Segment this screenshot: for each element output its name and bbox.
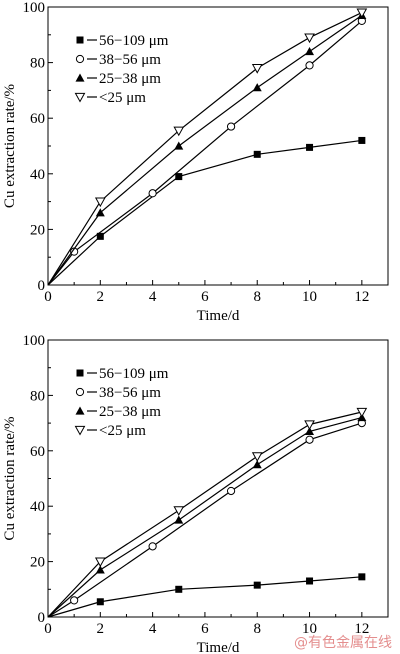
- series-1-point: [306, 143, 314, 151]
- legend-label-3: 25−38 μm: [99, 404, 161, 420]
- legend-label-4: <25 μm: [99, 423, 146, 439]
- series-line-1: [47, 576, 362, 618]
- y-axis-label: Cu extraction rate/%: [2, 84, 18, 208]
- legend-marker-4: [74, 92, 86, 103]
- series-1-point: [358, 573, 366, 581]
- y-tick-label: 20: [30, 222, 45, 238]
- legend-marker-3: [75, 73, 85, 82]
- x-tick-label: 0: [44, 289, 52, 305]
- y-tick-label: 20: [30, 555, 45, 571]
- y-tick-label: 60: [30, 111, 45, 127]
- x-tick-label: 12: [354, 289, 369, 305]
- series-1-point: [96, 598, 104, 606]
- x-tick-label: 4: [149, 289, 157, 305]
- legend-marker-1: [76, 36, 84, 44]
- x-tick-label: 8: [253, 289, 261, 305]
- legend-label-2: 38−56 μm: [99, 52, 161, 68]
- x-tick-label: 6: [201, 289, 209, 305]
- y-tick-label: 40: [30, 499, 45, 515]
- legend-marker-2: [75, 387, 85, 397]
- x-tick-label: 4: [149, 621, 157, 637]
- watermark: @有色金属在线: [294, 635, 392, 651]
- series-1-point: [175, 173, 183, 181]
- series-2-point: [226, 122, 236, 131]
- series-3-point: [252, 460, 262, 469]
- x-tick-label: 8: [253, 621, 261, 637]
- y-tick-label: 100: [23, 333, 46, 349]
- series-line-3: [47, 14, 363, 286]
- chart-panel-2: 0 2 4 6 8 10 12 20 40 60 80 100 0 Time/d Cu extraction…: [2, 333, 389, 654]
- legend-label-1: 56−109 μm: [99, 33, 169, 49]
- series-2-point: [148, 189, 157, 198]
- legend-label-2: 38−56 μm: [99, 385, 161, 401]
- legend-marker-4: [74, 425, 86, 436]
- series-1-point: [253, 581, 261, 589]
- series-4-point: [94, 197, 106, 208]
- series-3-point: [95, 208, 105, 217]
- series-line-2: [47, 20, 363, 286]
- series-4-point: [173, 126, 185, 137]
- series-1-point: [96, 232, 104, 240]
- chart-panel-1: 0 2 4 6 8 10 12 20 40 60 80 100 0 Time/d Cu extraction…: [2, 0, 389, 324]
- legend-label-4: <25 μm: [99, 90, 146, 106]
- series-line-4: [47, 12, 363, 286]
- y-tick-label: 60: [30, 444, 45, 460]
- legend-marker-3: [75, 406, 85, 415]
- series-4-point: [304, 420, 315, 431]
- y-tick-label: 40: [30, 167, 45, 183]
- x-tick-label: 10: [302, 289, 317, 305]
- y-tick-label: 100: [23, 0, 46, 16]
- x-tick-label: 12: [354, 621, 369, 637]
- series-line-2: [47, 422, 363, 618]
- x-tick-label: 0: [44, 621, 52, 637]
- series-2-point: [226, 486, 236, 496]
- y-tick-label: 80: [30, 388, 45, 404]
- series-4-point: [251, 452, 263, 462]
- series-2-point: [148, 542, 157, 551]
- series-3-point: [305, 426, 315, 436]
- series-4-point: [251, 64, 263, 74]
- series-line-3: [47, 416, 362, 618]
- series-4-point: [173, 506, 185, 516]
- y-axis-label: Cu extraction rate/%: [2, 416, 18, 540]
- series-1-point: [175, 585, 183, 593]
- series-1-point: [253, 150, 261, 158]
- x-tick-label: 2: [97, 621, 105, 637]
- legend-label-1: 56−109 μm: [99, 366, 169, 382]
- x-axis-label: Time/d: [197, 640, 240, 654]
- series-3-point: [305, 46, 315, 56]
- x-tick-label: 6: [201, 621, 209, 637]
- x-tick-label: 10: [302, 621, 317, 637]
- series-2-point: [305, 435, 314, 444]
- series-3-point: [174, 515, 184, 524]
- series-4-point: [304, 33, 315, 44]
- y-tick-label: 0: [38, 278, 46, 294]
- legend-marker-2: [75, 54, 85, 64]
- series-1-point: [306, 577, 314, 585]
- series-2-point: [70, 596, 79, 605]
- series-4-point: [356, 407, 368, 418]
- y-tick-label: 0: [38, 610, 46, 626]
- series-2-point: [305, 61, 314, 70]
- series-line-4: [47, 411, 362, 618]
- series-line-1: [47, 139, 362, 286]
- series-1-point: [358, 136, 366, 144]
- series-4-point: [94, 557, 106, 568]
- series-4-point: [356, 8, 368, 19]
- legend-marker-1: [76, 369, 84, 377]
- x-axis-label: Time/d: [197, 308, 240, 324]
- x-tick-label: 2: [97, 289, 105, 305]
- legend-label-3: 25−38 μm: [99, 71, 161, 87]
- series-3-point: [252, 83, 262, 92]
- series-3-point: [95, 565, 105, 574]
- series-3-point: [174, 141, 184, 150]
- y-tick-label: 80: [30, 56, 45, 72]
